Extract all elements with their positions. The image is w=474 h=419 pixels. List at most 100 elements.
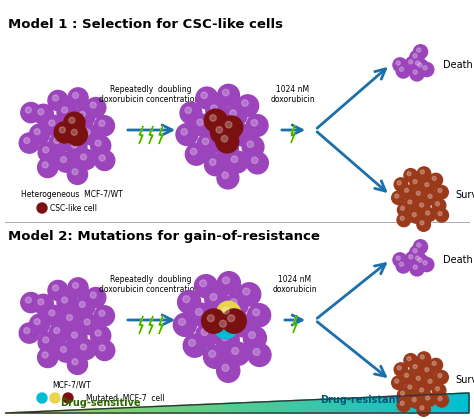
Circle shape xyxy=(95,150,115,171)
Polygon shape xyxy=(231,403,232,413)
Polygon shape xyxy=(370,397,372,413)
Polygon shape xyxy=(188,405,189,413)
Circle shape xyxy=(216,314,223,321)
Polygon shape xyxy=(67,410,68,413)
Polygon shape xyxy=(119,408,121,413)
Circle shape xyxy=(397,181,401,185)
Text: Death: Death xyxy=(443,255,473,265)
Circle shape xyxy=(395,194,399,198)
Polygon shape xyxy=(31,412,33,413)
Polygon shape xyxy=(116,408,118,413)
Circle shape xyxy=(221,334,228,341)
Polygon shape xyxy=(133,407,135,413)
Circle shape xyxy=(247,304,271,327)
Polygon shape xyxy=(107,409,109,413)
Polygon shape xyxy=(449,394,450,413)
Polygon shape xyxy=(177,406,178,413)
Circle shape xyxy=(417,200,430,213)
Polygon shape xyxy=(226,403,228,413)
Polygon shape xyxy=(130,408,132,413)
Polygon shape xyxy=(184,405,186,413)
Polygon shape xyxy=(282,401,283,413)
Polygon shape xyxy=(197,405,198,413)
Circle shape xyxy=(422,365,435,378)
Polygon shape xyxy=(167,406,169,413)
Polygon shape xyxy=(137,407,138,413)
Circle shape xyxy=(242,100,248,106)
Circle shape xyxy=(24,137,30,144)
Circle shape xyxy=(38,332,58,352)
Polygon shape xyxy=(412,396,413,413)
Polygon shape xyxy=(279,401,280,413)
Polygon shape xyxy=(220,403,221,413)
Circle shape xyxy=(181,129,188,135)
Polygon shape xyxy=(56,411,57,413)
Circle shape xyxy=(243,288,250,295)
Polygon shape xyxy=(127,408,129,413)
Polygon shape xyxy=(141,407,143,413)
Circle shape xyxy=(393,58,407,72)
Polygon shape xyxy=(344,398,345,413)
Polygon shape xyxy=(417,395,418,413)
Circle shape xyxy=(73,282,79,288)
Polygon shape xyxy=(441,394,443,413)
Text: Survival: Survival xyxy=(455,190,474,200)
Polygon shape xyxy=(242,403,243,413)
Circle shape xyxy=(410,51,424,65)
Polygon shape xyxy=(452,394,454,413)
Circle shape xyxy=(50,393,60,403)
Polygon shape xyxy=(406,396,407,413)
Polygon shape xyxy=(248,403,249,413)
Polygon shape xyxy=(356,398,358,413)
Polygon shape xyxy=(90,409,91,413)
Circle shape xyxy=(75,107,95,127)
Polygon shape xyxy=(93,409,95,413)
Circle shape xyxy=(202,138,209,145)
Circle shape xyxy=(201,328,208,336)
Polygon shape xyxy=(465,393,466,413)
Circle shape xyxy=(253,309,260,316)
Circle shape xyxy=(396,259,410,273)
Polygon shape xyxy=(330,399,331,413)
Circle shape xyxy=(214,315,238,339)
Polygon shape xyxy=(240,403,242,413)
Polygon shape xyxy=(401,396,402,413)
Circle shape xyxy=(398,203,411,217)
Polygon shape xyxy=(365,397,367,413)
Circle shape xyxy=(227,342,250,365)
Polygon shape xyxy=(206,404,208,413)
Circle shape xyxy=(408,385,412,389)
Polygon shape xyxy=(198,405,200,413)
Polygon shape xyxy=(243,403,245,413)
Circle shape xyxy=(37,393,47,403)
Circle shape xyxy=(19,133,39,153)
Polygon shape xyxy=(433,394,435,413)
Circle shape xyxy=(49,120,55,126)
Polygon shape xyxy=(262,402,263,413)
Polygon shape xyxy=(393,396,395,413)
Polygon shape xyxy=(152,406,154,413)
Circle shape xyxy=(49,310,55,316)
Polygon shape xyxy=(427,395,429,413)
Polygon shape xyxy=(301,400,302,413)
Polygon shape xyxy=(166,406,167,413)
Circle shape xyxy=(400,216,404,220)
Text: Model 2: Mutations for gain-of-resistance: Model 2: Mutations for gain-of-resistanc… xyxy=(8,230,320,243)
Polygon shape xyxy=(35,411,36,413)
Polygon shape xyxy=(385,396,387,413)
Circle shape xyxy=(72,359,78,365)
Circle shape xyxy=(394,178,408,191)
Circle shape xyxy=(251,119,257,126)
Polygon shape xyxy=(150,407,152,413)
Polygon shape xyxy=(277,401,279,413)
Polygon shape xyxy=(274,401,276,413)
Circle shape xyxy=(217,167,239,189)
Polygon shape xyxy=(143,407,144,413)
Polygon shape xyxy=(180,406,182,413)
Polygon shape xyxy=(359,398,361,413)
Polygon shape xyxy=(327,399,328,413)
Polygon shape xyxy=(337,398,339,413)
Circle shape xyxy=(223,277,229,284)
Polygon shape xyxy=(266,402,268,413)
Circle shape xyxy=(183,334,206,357)
